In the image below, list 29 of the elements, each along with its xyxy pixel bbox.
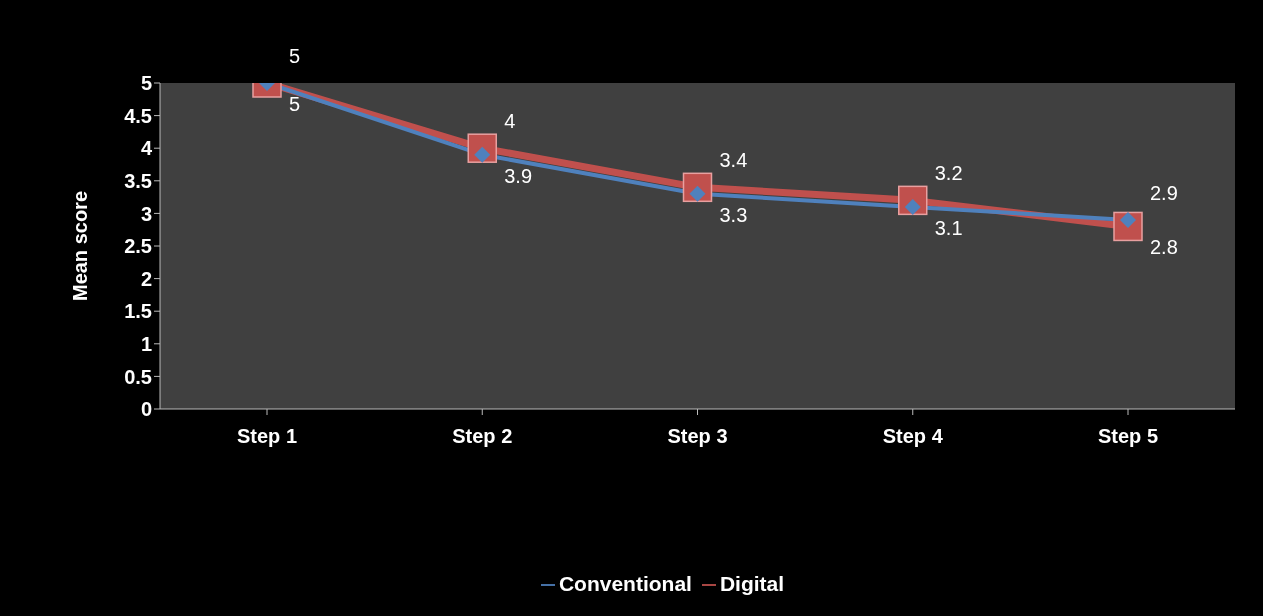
data-label: 2.8 (1150, 236, 1178, 259)
x-tick-label: Step 4 (882, 425, 944, 448)
data-label: 3.3 (719, 203, 748, 226)
y-tick-label: 1 (140, 332, 152, 355)
y-tick-label: 4 (140, 137, 153, 160)
x-tick-label: Step 5 (1097, 425, 1159, 448)
y-axis-title: Mean score (69, 190, 92, 302)
y-tick-label: 0 (140, 398, 152, 421)
y-tick-label: 2.5 (124, 235, 152, 258)
y-tick-label: 5 (140, 72, 152, 95)
y-tick-label: 2 (140, 267, 152, 290)
data-label: 3.1 (934, 216, 963, 239)
x-tick-label: Step 1 (236, 425, 298, 448)
y-tick-label: 1.5 (124, 300, 152, 323)
y-tick-label: 4.5 (124, 104, 152, 127)
x-tick-label: Step 2 (452, 425, 513, 448)
data-label: 3.2 (934, 162, 963, 185)
x-tick-label: Step 3 (667, 425, 728, 448)
data-label: 5 (289, 93, 301, 115)
data-label: 2.9 (1150, 181, 1178, 204)
legend-label: Conventional (558, 572, 692, 595)
data-label: 4 (504, 110, 516, 133)
y-tick-label: 3.5 (124, 169, 152, 192)
legend-label: Digital (719, 572, 785, 595)
y-tick-label: 0.5 (124, 365, 152, 388)
data-label: 3.4 (719, 149, 748, 172)
data-label: 5 (289, 45, 301, 67)
data-label: 3.9 (504, 164, 533, 187)
y-tick-label: 3 (140, 202, 152, 225)
